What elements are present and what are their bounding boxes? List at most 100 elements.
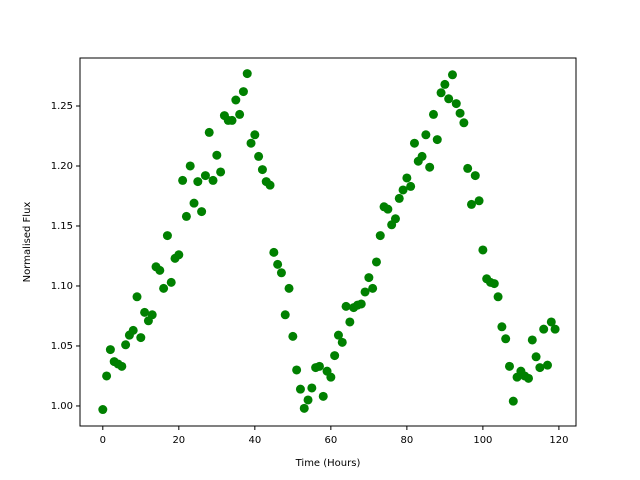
point (523, 373, 533, 383)
point (181, 211, 191, 221)
point (121, 340, 131, 350)
point (447, 70, 457, 80)
point (535, 363, 545, 373)
point (478, 245, 488, 255)
point (284, 283, 294, 293)
point (546, 317, 556, 327)
point (235, 109, 245, 119)
point (390, 214, 400, 224)
point (421, 130, 431, 140)
point (288, 331, 298, 341)
point (314, 361, 324, 371)
point (493, 292, 503, 302)
point (341, 301, 351, 311)
point (299, 403, 309, 413)
y-tick-label: 1.15 (51, 221, 73, 232)
point (212, 150, 222, 160)
y-tick-label: 1.00 (51, 401, 73, 412)
y-tick-label: 1.05 (51, 341, 73, 352)
point (280, 310, 290, 320)
point (128, 325, 138, 335)
point (132, 292, 142, 302)
point (246, 138, 256, 148)
point (501, 334, 511, 344)
point (273, 259, 283, 269)
y-tick-label: 1.10 (51, 281, 73, 292)
x-tick-label: 0 (100, 435, 106, 446)
point (185, 161, 195, 171)
point (466, 199, 476, 209)
point (440, 79, 450, 89)
point (238, 87, 248, 97)
point (394, 193, 404, 203)
point (178, 175, 188, 185)
point (216, 167, 226, 177)
point (250, 130, 260, 140)
point (159, 283, 169, 293)
point (189, 198, 199, 208)
point (371, 257, 381, 267)
point (318, 391, 328, 401)
point (254, 151, 264, 161)
x-tick-label: 40 (248, 435, 261, 446)
x-tick-label: 100 (473, 435, 492, 446)
point (425, 162, 435, 172)
point (140, 307, 150, 317)
point (406, 181, 416, 191)
point (383, 204, 393, 214)
point (174, 250, 184, 260)
point (269, 247, 279, 257)
point (360, 287, 370, 297)
point (398, 185, 408, 195)
plot-frame (79, 57, 577, 427)
point (155, 265, 165, 275)
point (276, 268, 286, 278)
point (265, 180, 275, 190)
point (227, 115, 237, 125)
point (470, 171, 480, 181)
point (117, 361, 127, 371)
point (303, 395, 313, 405)
point (292, 365, 302, 375)
point (307, 383, 317, 393)
point (455, 108, 465, 118)
point (333, 330, 343, 340)
x-tick-label: 60 (324, 435, 337, 446)
point (242, 69, 252, 79)
point (463, 163, 473, 173)
point (364, 273, 374, 283)
point (508, 396, 518, 406)
x-axis-label: Time (Hours) (295, 458, 361, 469)
point (451, 99, 461, 109)
point (147, 310, 157, 320)
y-axis-label: Normalised Flux (22, 202, 33, 283)
point (98, 405, 108, 415)
point (489, 279, 499, 289)
point (542, 360, 552, 370)
point (345, 317, 355, 327)
point (200, 171, 210, 181)
point (417, 151, 427, 161)
point (208, 175, 218, 185)
point (356, 299, 366, 309)
x-tick-label: 120 (549, 435, 568, 446)
point (497, 322, 507, 332)
point (550, 324, 560, 334)
point (136, 333, 146, 343)
point (428, 109, 438, 119)
point (105, 345, 115, 355)
point (436, 88, 446, 98)
point (531, 352, 541, 362)
point (295, 384, 305, 394)
point (166, 277, 176, 287)
point (162, 231, 172, 241)
point (527, 335, 537, 345)
y-tick-label: 1.25 (51, 101, 73, 112)
point (231, 95, 241, 105)
point (409, 138, 419, 148)
y-tick-label: 1.20 (51, 161, 73, 172)
point (432, 135, 442, 145)
point (337, 337, 347, 347)
